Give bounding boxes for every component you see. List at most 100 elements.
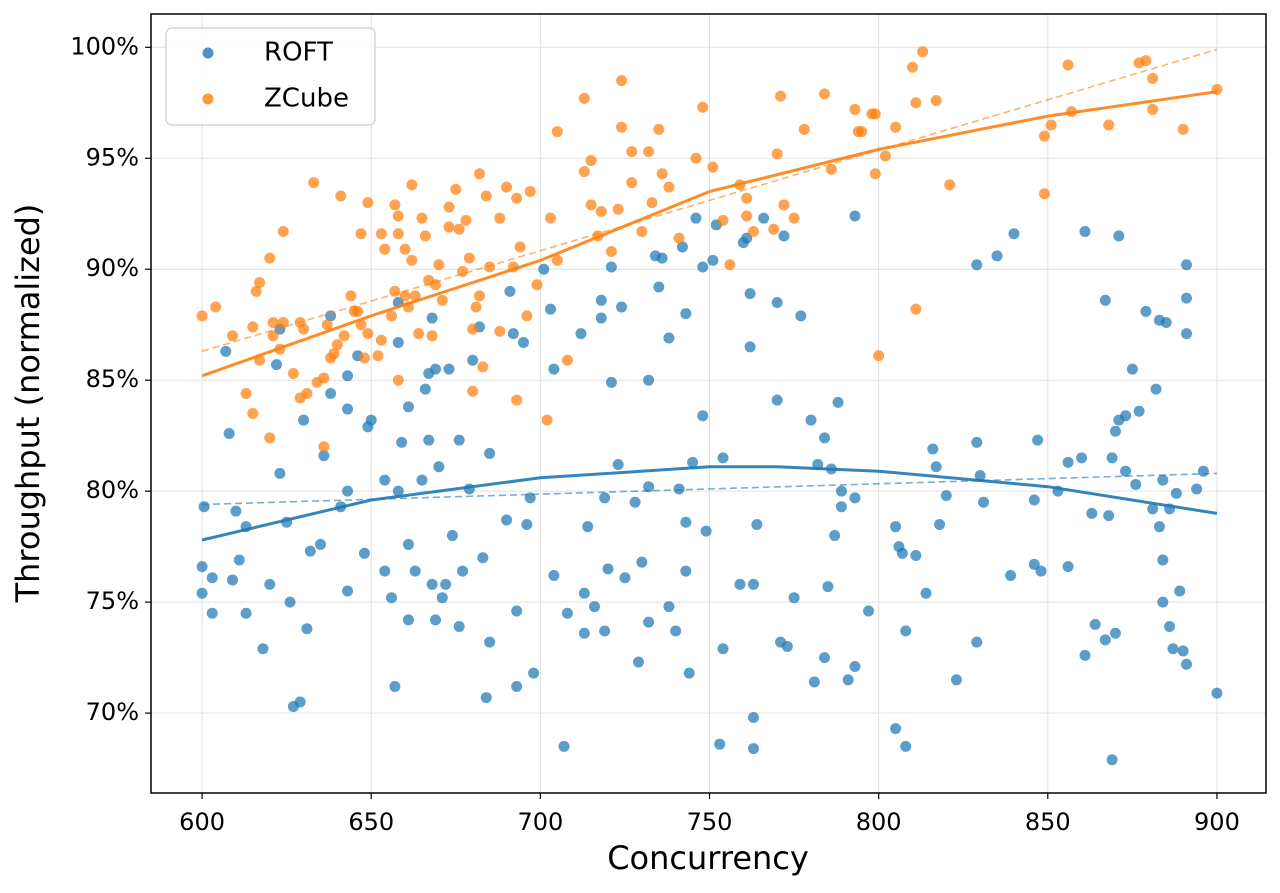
scatter-point bbox=[314, 538, 326, 550]
scatter-point bbox=[484, 447, 496, 459]
scatter-point bbox=[849, 103, 861, 115]
scatter-point bbox=[545, 303, 557, 315]
scatter-point bbox=[328, 348, 340, 360]
scatter-point bbox=[389, 285, 401, 297]
scatter-point bbox=[775, 90, 787, 102]
scatter-point bbox=[873, 350, 885, 362]
scatter-point bbox=[626, 177, 638, 189]
scatter-point bbox=[900, 625, 912, 637]
scatter-point bbox=[406, 179, 418, 191]
scatter-point bbox=[494, 325, 506, 337]
scatter-point bbox=[426, 330, 438, 342]
scatter-point bbox=[436, 294, 448, 306]
scatter-point bbox=[423, 434, 435, 446]
scatter-point bbox=[707, 161, 719, 173]
scatter-point bbox=[541, 414, 553, 426]
scatter-point bbox=[1170, 487, 1182, 499]
scatter-point bbox=[653, 123, 665, 135]
scatter-point bbox=[734, 578, 746, 590]
scatter-point bbox=[578, 92, 590, 104]
x-tick-label: 650 bbox=[348, 808, 394, 836]
scatter-point bbox=[612, 203, 624, 215]
scatter-point bbox=[1028, 558, 1040, 570]
scatter-point bbox=[545, 212, 557, 224]
scatter-point bbox=[751, 518, 763, 530]
scatter-point bbox=[446, 530, 458, 542]
scatter-point bbox=[264, 252, 276, 264]
scatter-point bbox=[927, 443, 939, 455]
scatter-point bbox=[971, 436, 983, 448]
scatter-point bbox=[419, 230, 431, 242]
scatter-point bbox=[1147, 72, 1159, 84]
scatter-point bbox=[849, 660, 861, 672]
scatter-point bbox=[602, 563, 614, 575]
scatter-point bbox=[798, 123, 810, 135]
scatter-point bbox=[1099, 294, 1111, 306]
scatter-point bbox=[605, 261, 617, 273]
scatter-point bbox=[758, 212, 770, 224]
scatter-point bbox=[1109, 425, 1121, 437]
scatter-point bbox=[521, 518, 533, 530]
scatter-point bbox=[436, 592, 448, 604]
scatter-point bbox=[619, 572, 631, 584]
scatter-point bbox=[910, 97, 922, 109]
scatter-point bbox=[910, 303, 922, 315]
scatter-point bbox=[822, 581, 834, 593]
scatter-point bbox=[643, 616, 655, 628]
scatter-point bbox=[1076, 452, 1088, 464]
scatter-point bbox=[741, 192, 753, 204]
scatter-point bbox=[788, 592, 800, 604]
scatter-point bbox=[771, 297, 783, 309]
scatter-point bbox=[978, 496, 990, 508]
scatter-point bbox=[808, 676, 820, 688]
scatter-point bbox=[819, 88, 831, 100]
scatter-point bbox=[318, 372, 330, 384]
scatter-point bbox=[352, 305, 364, 317]
scatter-point bbox=[819, 652, 831, 664]
scatter-point bbox=[287, 368, 299, 380]
scatter-point bbox=[511, 680, 523, 692]
y-tick-label: 80% bbox=[86, 476, 139, 504]
scatter-point bbox=[538, 263, 550, 275]
scatter-point bbox=[744, 341, 756, 353]
scatter-point bbox=[616, 121, 628, 133]
scatter-point bbox=[443, 221, 455, 233]
scatter-point bbox=[1086, 507, 1098, 519]
scatter-point bbox=[358, 547, 370, 559]
scatter-point bbox=[747, 578, 759, 590]
scatter-point bbox=[298, 323, 310, 335]
scatter-point bbox=[430, 363, 442, 375]
scatter-point bbox=[321, 319, 333, 331]
scatter-point bbox=[890, 723, 902, 735]
scatter-point bbox=[396, 436, 408, 448]
scatter-point bbox=[717, 643, 729, 655]
scatter-point bbox=[365, 414, 377, 426]
scatter-point bbox=[900, 740, 912, 752]
scatter-point bbox=[264, 578, 276, 590]
scatter-point bbox=[1174, 585, 1186, 597]
scatter-point bbox=[835, 501, 847, 513]
scatter-point bbox=[578, 166, 590, 178]
scatter-point bbox=[906, 61, 918, 73]
scatter-point bbox=[697, 101, 709, 113]
legend: ROFT ZCube bbox=[165, 27, 376, 126]
scatter-point bbox=[1008, 228, 1020, 240]
scatter-point bbox=[1045, 119, 1057, 131]
scatter-point bbox=[318, 450, 330, 462]
scatter-point bbox=[1130, 479, 1142, 491]
scatter-point bbox=[426, 312, 438, 324]
scatter-point bbox=[1089, 618, 1101, 630]
scatter-point bbox=[741, 232, 753, 244]
scatter-point bbox=[392, 374, 404, 386]
scatter-point bbox=[551, 254, 563, 266]
scatter-point bbox=[342, 585, 354, 597]
scatter-point bbox=[643, 374, 655, 386]
scatter-point bbox=[355, 228, 367, 240]
scatter-point bbox=[467, 323, 479, 335]
scatter-point bbox=[524, 186, 536, 198]
scatter-point bbox=[389, 199, 401, 211]
scatter-point bbox=[656, 252, 668, 264]
scatter-point bbox=[501, 514, 513, 526]
scatter-point bbox=[670, 625, 682, 637]
